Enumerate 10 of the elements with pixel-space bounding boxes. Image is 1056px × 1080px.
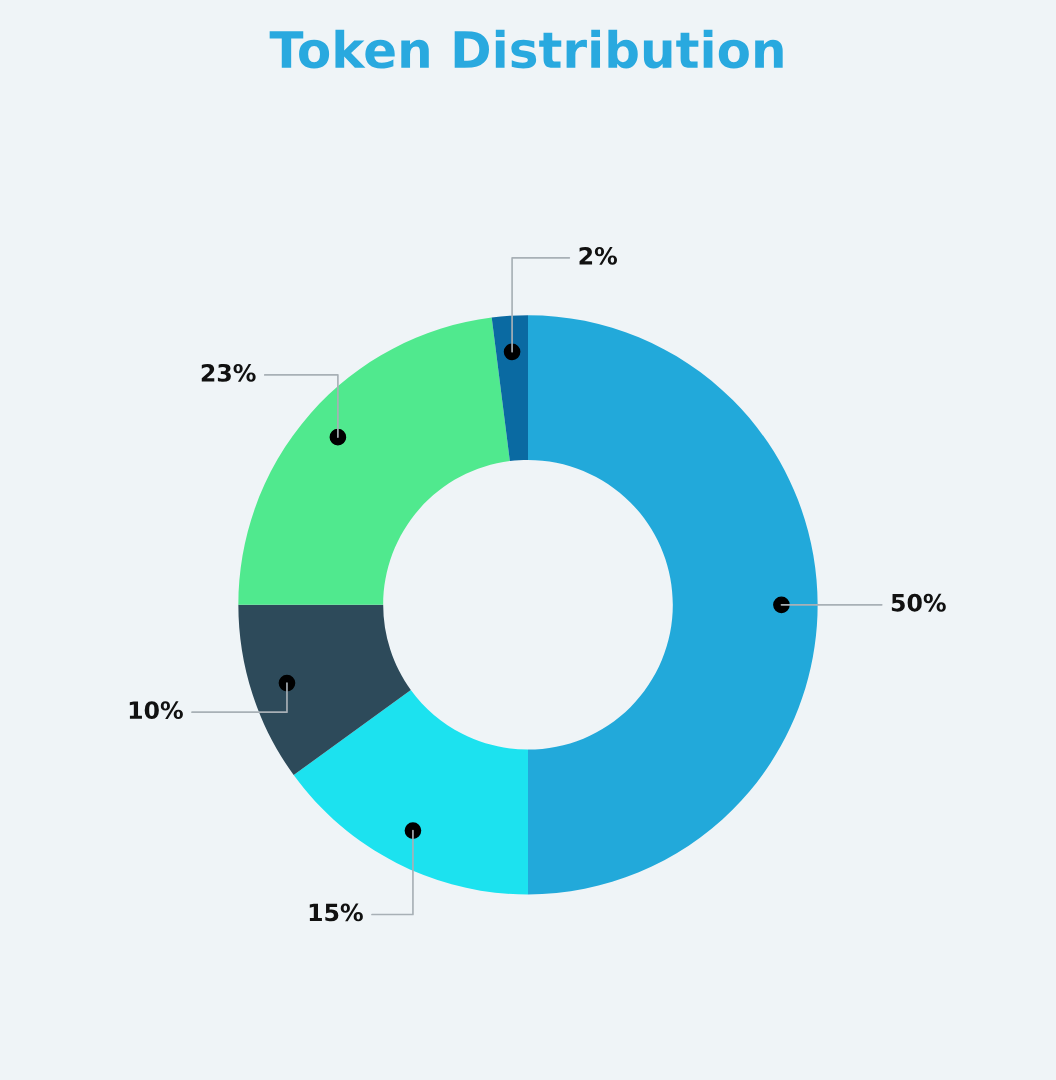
donut-slice (293, 689, 528, 895)
data-label: 15% (309, 903, 363, 922)
data-label: 50% (891, 593, 946, 612)
donut-slice (528, 315, 818, 895)
donut-slice (491, 315, 528, 462)
donut-slice (238, 604, 411, 776)
data-label: 2% (579, 246, 618, 265)
data-label: 10% (129, 701, 183, 720)
data-label: 23% (201, 363, 256, 382)
chart-title: Token Distribution (269, 29, 783, 69)
